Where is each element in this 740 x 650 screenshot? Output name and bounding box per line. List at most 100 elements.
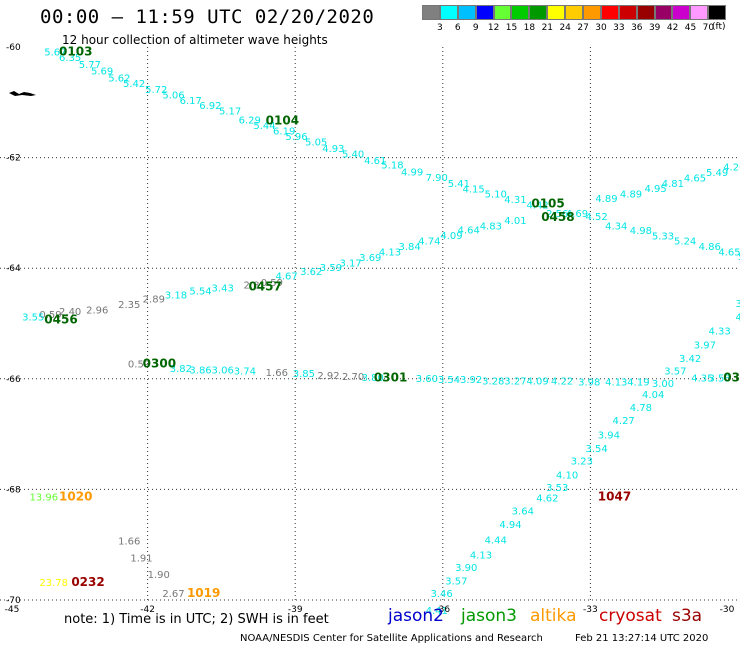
color-scale-label: 18: [523, 23, 536, 33]
wave-height-value: 6.35: [59, 53, 81, 64]
wave-height-value: 5.41: [448, 179, 470, 190]
wave-height-value: 4.24: [736, 313, 740, 324]
wave-height-value: 2.40: [59, 307, 81, 318]
legend-entry-cryosat: cryosat: [599, 606, 662, 626]
wave-height-value: 2.92: [317, 371, 339, 382]
color-scale-swatch: [672, 5, 691, 20]
latitude-tick-label: -66: [6, 375, 21, 385]
wave-height-value: 6.19: [273, 126, 295, 137]
wave-height-value: 3.62: [300, 267, 322, 278]
page-title: 00:00 – 11:59 UTC 02/20/2020: [40, 6, 375, 28]
wave-height-value: 5.24: [674, 236, 696, 247]
generated-timestamp: Feb 21 13:27:14 UTC 2020: [575, 633, 709, 644]
latitude-tick-label: -68: [6, 485, 21, 495]
color-scale-label: 15: [505, 23, 518, 33]
legend-entry-altika: altika: [530, 606, 577, 626]
page-subtitle: 12 hour collection of altimeter wave hei…: [62, 33, 328, 47]
wave-height-value: 4.09: [526, 376, 548, 387]
wave-height-value: 3.18: [165, 291, 187, 302]
wave-height-value: 3.60: [416, 374, 438, 385]
wave-height-value: 4.13: [379, 247, 401, 258]
longitude-tick-label: -30: [720, 605, 735, 615]
wave-height-value: 3.84: [399, 242, 421, 253]
latitude-tick-label: -70: [6, 596, 21, 606]
wave-height-value: 3.28: [482, 376, 504, 387]
color-scale-label: 42: [666, 23, 679, 33]
legend-entry-jason2: jason2: [388, 606, 444, 626]
color-scale-label: 3: [437, 23, 443, 33]
wave-height-value: 23.78: [39, 578, 68, 589]
wave-height-value: 4.31: [504, 195, 526, 206]
wave-height-value: 2.35: [118, 300, 140, 311]
wave-height-value: 2.96: [86, 306, 108, 317]
wave-height-value: 3.85: [293, 369, 315, 380]
wave-height-value: 5.10: [485, 189, 507, 200]
wave-height-value: 4.33: [708, 327, 730, 338]
credit-text: NOAA/NESDIS Center for Satellite Applica…: [240, 633, 543, 644]
wave-height-value: 3.00: [652, 379, 674, 390]
wave-height-value: 6.29: [239, 115, 261, 126]
wave-height-value: 5.06: [162, 90, 184, 101]
wave-height-value: 7.90: [426, 173, 448, 184]
wave-height-value: 3.69: [359, 253, 381, 264]
wave-height-value: 3.53: [708, 374, 730, 385]
wave-height-value: 3.74: [234, 366, 256, 377]
color-scale-label: 6: [454, 23, 461, 33]
longitude-tick-label: -39: [288, 605, 303, 615]
wave-height-value: 3.27: [504, 376, 526, 387]
graticule: [0, 47, 738, 601]
wave-height-value: 4.13: [605, 377, 627, 388]
wave-height-value: 3.42: [679, 354, 701, 365]
color-scale-swatch: [439, 5, 458, 20]
color-scale-swatch: [618, 5, 637, 20]
wave-height-value: 1.90: [148, 570, 170, 581]
wave-height-value: 3.98: [578, 377, 600, 388]
wave-height-value: 0.59: [39, 310, 61, 321]
island-shape: [9, 91, 36, 96]
wave-height-value: 4.65: [684, 173, 706, 184]
track-time-label: 1019: [187, 586, 220, 600]
wave-height-value: 4.22: [551, 376, 573, 387]
wave-height-value: 3.54: [438, 375, 460, 386]
track-time-label: 0103: [59, 44, 92, 58]
wave-height-value: 3.55: [22, 313, 44, 324]
wave-height-value: 4.04: [642, 390, 664, 401]
wave-height-value: 3.57: [664, 366, 686, 377]
color-scale-unit: (ft): [712, 22, 726, 32]
observations: 5.676.355.775.695.625.425.725.066.176.92…: [22, 47, 740, 617]
wave-height-value: 1.91: [130, 553, 152, 564]
wave-height-value: 3.53: [546, 483, 568, 494]
color-scale-label: 27: [577, 23, 589, 33]
wave-height-value: 6.92: [199, 101, 221, 112]
track-time-label: 0456: [44, 313, 77, 327]
longitude-tick-label: -36: [435, 605, 450, 615]
wave-height-value: 3.17: [339, 259, 361, 270]
wave-height-value: 1.66: [266, 368, 288, 379]
wave-height-value: 4.86: [699, 242, 721, 253]
wave-height-value: 3.64: [512, 506, 534, 517]
wave-height-value: 3.43: [212, 283, 234, 294]
wave-height-value: 3.06: [212, 365, 234, 376]
wave-height-value: 4.35: [691, 374, 713, 385]
wave-height-value: 3.57: [445, 577, 467, 588]
wave-height-value: 4.98: [630, 226, 652, 237]
track-time-label: 0232: [71, 575, 104, 589]
wave-height-value: 4.94: [499, 520, 521, 531]
latitude-tick-label: -62: [6, 154, 21, 164]
color-scale-swatch: [708, 5, 727, 20]
footer-note: note: 1) Time is in UTC; 2) SWH is in fe…: [64, 612, 329, 627]
wave-height-value: 0.59: [128, 360, 150, 371]
color-scale-swatch: [565, 5, 584, 20]
wave-height-value: 5.62: [108, 73, 130, 84]
wave-height-value: 4.89: [620, 189, 642, 200]
color-scale-label: 39: [648, 23, 661, 33]
axis-labels: -45 -42 -39 -36 -33 -30 -60 -62 -64 -66 -68 -70: [5, 43, 735, 615]
wave-height-value: 4.01: [504, 216, 526, 227]
wave-height-value: 4.67: [276, 271, 298, 282]
color-scale-swatch: [690, 5, 709, 20]
wave-height-value: 4.81: [662, 179, 684, 190]
wave-height-value: 4.27: [613, 416, 635, 427]
wave-height-value: 5.33: [652, 231, 674, 242]
